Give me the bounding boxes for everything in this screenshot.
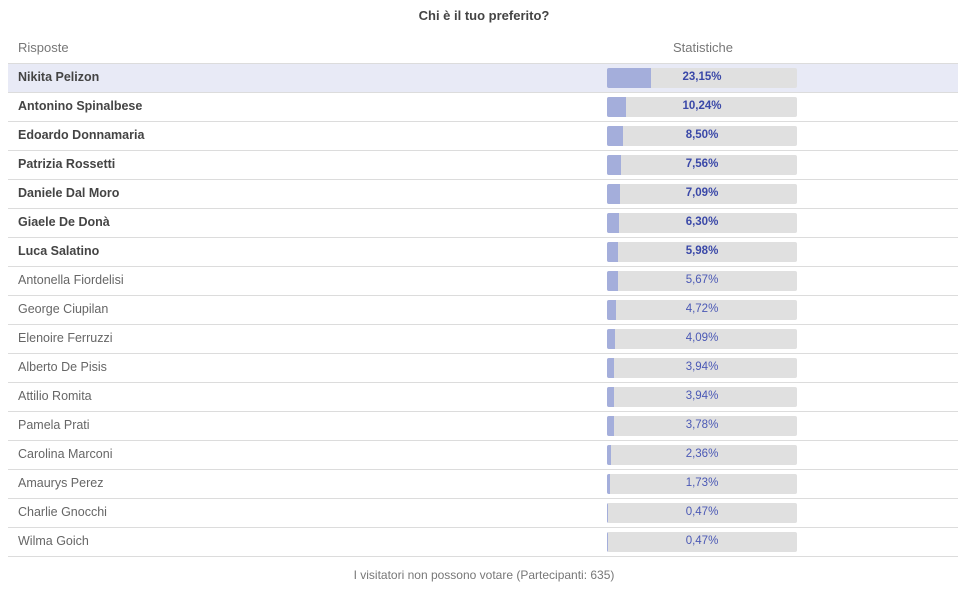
percentage-label: 1,73% (685, 477, 719, 489)
bar-fill (607, 242, 619, 262)
answer-label: Attilio Romita (18, 389, 92, 403)
answer-label: Giaele De Donà (18, 215, 110, 229)
bar-fill (607, 68, 651, 88)
percentage-label: 0,47% (685, 506, 719, 518)
bar-track: 3,94% (607, 387, 797, 407)
answer-row: Attilio Romita 3,94% (8, 383, 958, 412)
bar-fill (607, 97, 627, 117)
bar-fill (607, 416, 615, 436)
bar-track: 0,47% (607, 503, 797, 523)
answer-label: Charlie Gnocchi (18, 505, 107, 519)
answer-row: Amaurys Perez 1,73% (8, 470, 958, 499)
answer-label: Alberto De Pisis (18, 360, 107, 374)
answer-label: Nikita Pelizon (18, 70, 100, 84)
answer-row: Antonella Fiordelisi 5,67% (8, 267, 958, 296)
percentage-label: 7,09% (685, 187, 719, 199)
answer-row: Alberto De Pisis 3,94% (8, 354, 958, 383)
percentage-label: 5,67% (685, 274, 719, 286)
percentage-label: 0,47% (685, 535, 719, 547)
bar-track: 2,36% (607, 445, 797, 465)
bar-track: 7,56% (607, 155, 797, 175)
answer-row: Antonino Spinalbese 10,24% (8, 93, 958, 122)
percentage-label: 23,15% (682, 71, 722, 83)
poll-title: Chi è il tuo preferito? (418, 8, 550, 23)
bar-track: 23,15% (607, 68, 797, 88)
bar-track: 4,72% (607, 300, 797, 320)
bar-fill (607, 387, 615, 407)
answer-row: Giaele De Donà 6,30% (8, 209, 958, 238)
percentage-label: 3,94% (685, 361, 719, 373)
percentage-label: 10,24% (682, 100, 722, 112)
bar-fill (607, 184, 621, 204)
answer-row: Wilma Goich 0,47% (8, 528, 958, 557)
answers-column-header: Risposte (18, 40, 69, 55)
statistics-column-header: Statistiche (673, 40, 733, 55)
answer-label: Antonino Spinalbese (18, 99, 143, 113)
poll-results-list: Nikita Pelizon 23,15% Antonino Spinalbese 1… (8, 63, 958, 557)
bar-track: 5,98% (607, 242, 797, 262)
bar-track: 1,73% (607, 474, 797, 494)
answer-row: Daniele Dal Moro 7,09% (8, 180, 958, 209)
bar-fill (607, 532, 608, 552)
answer-label: Wilma Goich (18, 534, 89, 548)
bar-track: 7,09% (607, 184, 797, 204)
bar-fill (607, 358, 615, 378)
bar-track: 0,47% (607, 532, 797, 552)
answer-row: Carolina Marconi 2,36% (8, 441, 958, 470)
bar-fill (607, 155, 622, 175)
answer-label: Daniele Dal Moro (18, 186, 120, 200)
answer-row: Patrizia Rossetti 7,56% (8, 151, 958, 180)
bar-fill (607, 213, 619, 233)
bar-track: 8,50% (607, 126, 797, 146)
bar-track: 5,67% (607, 271, 797, 291)
bar-track: 6,30% (607, 213, 797, 233)
bar-track: 3,94% (607, 358, 797, 378)
bar-track: 3,78% (607, 416, 797, 436)
bar-fill (607, 300, 616, 320)
percentage-label: 4,72% (685, 303, 719, 315)
answer-row: George Ciupilan 4,72% (8, 296, 958, 325)
answer-label: Elenoire Ferruzzi (18, 331, 113, 345)
table-header: Risposte Statistiche (8, 36, 958, 62)
percentage-label: 6,30% (685, 216, 719, 228)
bar-fill (607, 126, 624, 146)
answer-label: Antonella Fiordelisi (18, 273, 124, 287)
answer-label: George Ciupilan (18, 302, 109, 316)
answer-label: Pamela Prati (18, 418, 90, 432)
answer-label: Luca Salatino (18, 244, 100, 258)
answer-row: Edoardo Donnamaria 8,50% (8, 122, 958, 151)
percentage-label: 5,98% (685, 245, 719, 257)
answer-label: Patrizia Rossetti (18, 157, 116, 171)
answer-label: Amaurys Perez (18, 476, 104, 490)
answer-row: Nikita Pelizon 23,15% (8, 64, 958, 93)
answer-row: Luca Salatino 5,98% (8, 238, 958, 267)
bar-fill (607, 329, 615, 349)
answer-label: Carolina Marconi (18, 447, 113, 461)
answer-label: Edoardo Donnamaria (18, 128, 145, 142)
percentage-label: 3,78% (685, 419, 719, 431)
bar-fill (607, 503, 608, 523)
percentage-label: 8,50% (685, 129, 719, 141)
bar-fill (607, 271, 618, 291)
answer-row: Elenoire Ferruzzi 4,09% (8, 325, 958, 354)
percentage-label: 4,09% (685, 332, 719, 344)
percentage-label: 7,56% (685, 158, 719, 170)
percentage-label: 3,94% (685, 390, 719, 402)
bar-track: 4,09% (607, 329, 797, 349)
percentage-label: 2,36% (685, 448, 719, 460)
participants-footer: I visitatori non possono votare (Parteci… (353, 568, 615, 582)
bar-fill (607, 474, 611, 494)
bar-fill (607, 445, 612, 465)
answer-row: Pamela Prati 3,78% (8, 412, 958, 441)
answer-row: Charlie Gnocchi 0,47% (8, 499, 958, 528)
bar-track: 10,24% (607, 97, 797, 117)
